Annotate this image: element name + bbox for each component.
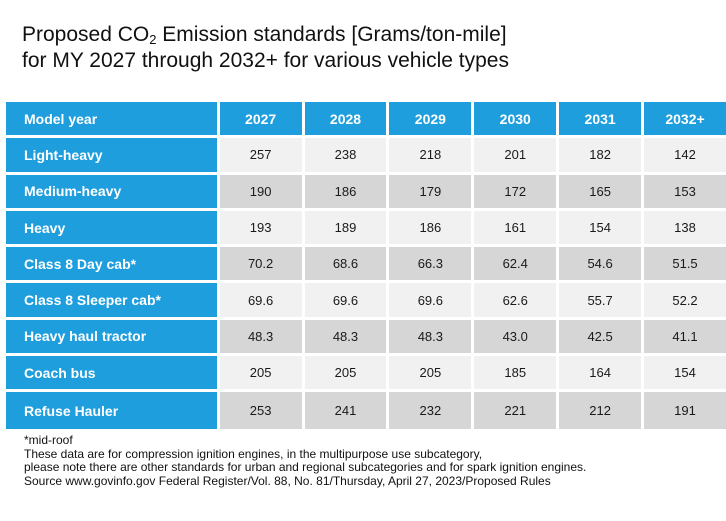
value-cell: 172: [474, 174, 560, 211]
value-cell: 48.3: [219, 319, 305, 357]
row-label: Light-heavy: [6, 138, 220, 175]
value-cell: 186: [389, 210, 475, 248]
value-cell: 41.1: [644, 319, 726, 357]
value-cell: 48.3: [389, 319, 475, 357]
table-row: Medium-heavy 190 186 179 172 165 153: [6, 174, 726, 211]
row-label: Heavy: [6, 210, 220, 248]
table-row: Class 8 Day cab* 70.2 68.6 66.3 62.4 54.6 51.5: [6, 247, 726, 284]
footnotes: *mid-roof These data are for compression…: [24, 433, 587, 488]
value-cell: 201: [474, 138, 560, 175]
header-cell: 2030: [474, 102, 560, 139]
value-cell: 205: [304, 356, 390, 393]
value-cell: 62.4: [474, 247, 560, 284]
value-cell: 238: [304, 138, 390, 175]
value-cell: 153: [644, 174, 726, 211]
header-cell: 2028: [304, 102, 390, 139]
footnote-line: Source www.govinfo.gov Federal Register/…: [24, 473, 551, 488]
value-cell: 205: [219, 356, 305, 393]
value-cell: 232: [389, 392, 475, 429]
value-cell: 62.6: [474, 283, 560, 320]
value-cell: 154: [559, 210, 645, 248]
emission-standards-table: Model year 2027 2028 2029 2030 2031 2032…: [6, 102, 726, 429]
chart-title: Proposed CO2 Emission standards [Grams/t…: [22, 22, 509, 74]
value-cell: 51.5: [644, 247, 726, 284]
header-cell: Model year: [6, 102, 220, 139]
header-cell: 2029: [389, 102, 475, 139]
value-cell: 185: [474, 356, 560, 393]
table-row: Heavy haul tractor 48.3 48.3 48.3 43.0 42.5 41…: [6, 319, 726, 357]
table-row: Light-heavy 257 238 218 201 182 142: [6, 138, 726, 175]
value-cell: 193: [219, 210, 305, 248]
header-cell: 2031: [559, 102, 645, 139]
value-cell: 66.3: [389, 247, 475, 284]
table-row: Coach bus 205 205 205 185 164 154: [6, 356, 726, 393]
value-cell: 257: [219, 138, 305, 175]
value-cell: 179: [389, 174, 475, 211]
value-cell: 142: [644, 138, 726, 175]
value-cell: 253: [219, 392, 305, 429]
title-line-1: Proposed CO2 Emission standards [Grams/t…: [22, 23, 507, 47]
value-cell: 154: [644, 356, 726, 393]
value-cell: 55.7: [559, 283, 645, 320]
header-cell: 2032+: [644, 102, 726, 139]
title-subscript: 2: [149, 32, 157, 47]
row-label: Refuse Hauler: [6, 392, 220, 429]
value-cell: 241: [304, 392, 390, 429]
header-row: Model year 2027 2028 2029 2030 2031 2032…: [6, 102, 726, 139]
value-cell: 52.2: [644, 283, 726, 320]
value-cell: 186: [304, 174, 390, 211]
value-cell: 221: [474, 392, 560, 429]
value-cell: 69.6: [389, 283, 475, 320]
footnote-line: These data are for compression ignition …: [24, 446, 483, 461]
value-cell: 189: [304, 210, 390, 248]
value-cell: 191: [644, 392, 726, 429]
row-label: Class 8 Day cab*: [6, 247, 220, 284]
value-cell: 138: [644, 210, 726, 248]
header-cell: 2027: [219, 102, 305, 139]
value-cell: 182: [559, 138, 645, 175]
value-cell: 48.3: [304, 319, 390, 357]
footnote-line: *mid-roof: [24, 433, 73, 447]
row-label: Heavy haul tractor: [6, 319, 220, 357]
value-cell: 43.0: [474, 319, 560, 357]
title-line-2: for MY 2027 through 2032+ for various ve…: [22, 49, 509, 72]
value-cell: 68.6: [304, 247, 390, 284]
row-label: Medium-heavy: [6, 174, 220, 211]
value-cell: 165: [559, 174, 645, 211]
value-cell: 190: [219, 174, 305, 211]
value-cell: 212: [559, 392, 645, 429]
value-cell: 218: [389, 138, 475, 175]
value-cell: 161: [474, 210, 560, 248]
row-label: Coach bus: [6, 356, 220, 393]
value-cell: 164: [559, 356, 645, 393]
value-cell: 69.6: [304, 283, 390, 320]
table-row: Class 8 Sleeper cab* 69.6 69.6 69.6 62.6 55.7…: [6, 283, 726, 320]
row-label: Class 8 Sleeper cab*: [6, 283, 220, 320]
table-row: Heavy 193 189 186 161 154 138: [6, 210, 726, 248]
value-cell: 54.6: [559, 247, 645, 284]
table-row: Refuse Hauler 253 241 232 221 212 191: [6, 392, 726, 429]
footnote-line: please note there are other standards fo…: [24, 460, 587, 474]
value-cell: 70.2: [219, 247, 305, 284]
value-cell: 205: [389, 356, 475, 393]
value-cell: 69.6: [219, 283, 305, 320]
value-cell: 42.5: [559, 319, 645, 357]
